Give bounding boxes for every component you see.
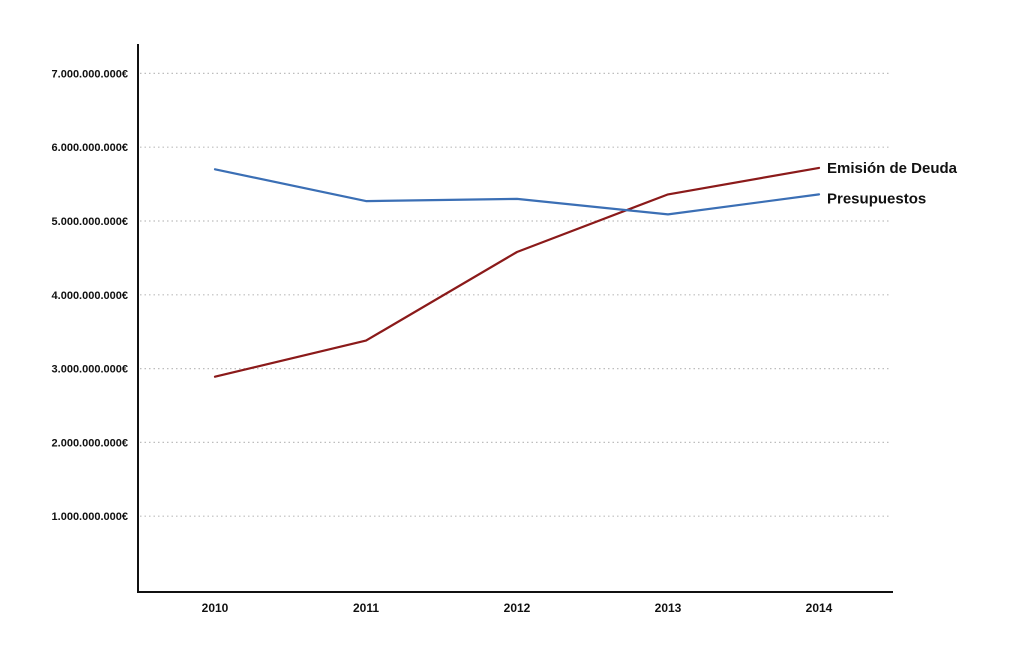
y-tick-label: 7.000.000.000€	[52, 68, 128, 80]
x-tick-label: 2012	[504, 601, 531, 615]
y-tick-label: 5.000.000.000€	[52, 216, 128, 228]
series-labels: Emisión de Deuda Presupuestos	[827, 160, 958, 208]
series-label: Emisión de Deuda	[827, 160, 958, 177]
y-tick-labels: 1.000.000.000€ 2.000.000.000€ 3.000.000.00…	[52, 68, 128, 523]
axes	[137, 44, 893, 592]
series-line	[215, 169, 819, 214]
y-tick-label: 4.000.000.000€	[52, 290, 128, 302]
y-tick-label: 3.000.000.000€	[52, 364, 128, 376]
x-tick-label: 2010	[202, 601, 229, 615]
grid-lines	[140, 73, 890, 516]
y-tick-label: 1.000.000.000€	[52, 511, 128, 523]
series-label: Presupuestos	[827, 190, 926, 207]
x-tick-labels: 2010 2011 2012 2013 2014	[202, 601, 833, 615]
x-tick-label: 2013	[655, 601, 682, 615]
y-tick-label: 2.000.000.000€	[52, 437, 128, 449]
y-tick-label: 6.000.000.000€	[52, 142, 128, 154]
x-tick-label: 2014	[806, 601, 833, 615]
x-tick-label: 2011	[353, 601, 379, 615]
series-lines	[215, 168, 819, 377]
